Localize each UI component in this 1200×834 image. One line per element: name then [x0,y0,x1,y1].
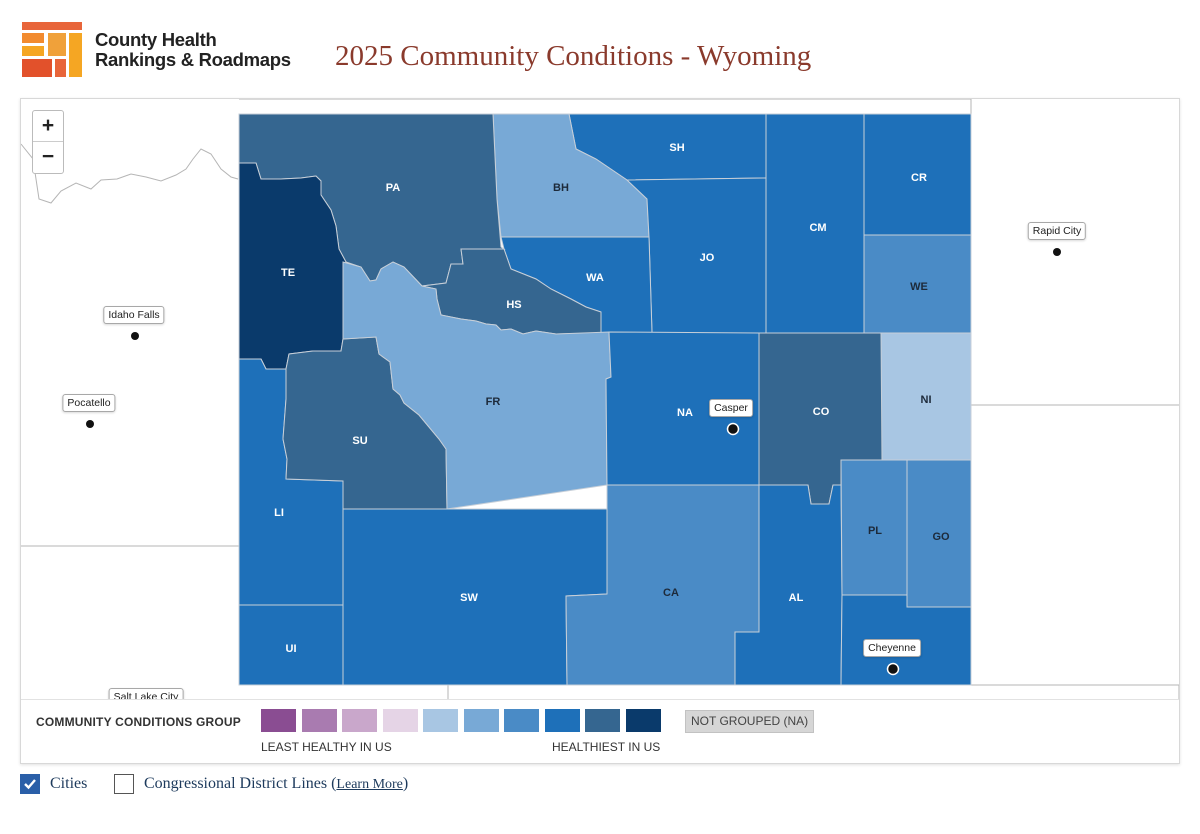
legend-swatch-1[interactable] [261,709,296,732]
county-label-CM: CM [809,222,826,234]
zoom-in-button[interactable]: + [41,114,55,137]
county-labels: SH PA BH CR CM JO TE WA WE HS NI FR NA C… [274,142,950,655]
learn-more-link[interactable]: Learn More [336,777,403,792]
county-label-CO: CO [813,406,830,418]
legend-swatch-2[interactable] [301,709,337,732]
county-label-PL: PL [868,525,882,537]
legend-swatch-4[interactable] [382,709,418,732]
county-label-UI: UI [286,643,297,655]
legend-swatch-9[interactable] [585,709,620,732]
check-icon [24,779,36,790]
county-label-FR: FR [486,396,501,408]
city-marker-pocatello [86,420,94,428]
cities-label[interactable]: Cities [50,775,88,792]
districts-label: Congressional District Lines ( [144,775,337,792]
zoom-out-button[interactable]: − [33,141,63,172]
chrr-logo[interactable] [22,22,82,77]
county-label-WA: WA [586,272,604,284]
page-title: 2025 Community Conditions - Wyoming [335,40,812,72]
city-label-cheyenne: Cheyenne [863,639,921,657]
city-label-idaho-falls: Idaho Falls [103,306,165,324]
legend-title: COMMUNITY CONDITIONS GROUP [36,715,241,729]
county-polygons[interactable] [238,113,972,686]
legend: COMMUNITY CONDITIONS GROUP LEAST HEALTHY… [21,699,1179,763]
county-label-BH: BH [553,182,569,194]
wyoming-county-map[interactable]: SH PA BH CR CM JO TE WA WE HS NI FR NA C… [21,99,1179,699]
county-label-GO: GO [932,531,950,543]
legend-swatch-10[interactable] [625,709,661,732]
city-marker-idaho-falls [131,332,139,340]
county-label-CA: CA [663,587,679,599]
legend-low-label: LEAST HEALTHY IN US [261,740,392,754]
county-label-HS: HS [506,299,521,311]
county-label-NA: NA [677,407,693,419]
city-markers [86,248,1061,676]
county-label-SW: SW [460,592,478,604]
districts-suffix: ) [402,775,409,792]
city-label-rapid-city: Rapid City [1027,222,1087,240]
city-label-pocatello: Pocatello [62,394,116,412]
county-label-CR: CR [911,172,927,184]
county-label-WE: WE [910,281,928,293]
county-label-LI: LI [274,507,284,519]
header: County Health Rankings & Roadmaps 2025 C… [0,0,1200,98]
city-label-casper: Casper [709,399,753,417]
city-marker-casper [726,422,740,436]
legend-swatch-5[interactable] [423,709,458,732]
legend-high-label: HEALTHIEST IN US [552,740,661,754]
city-marker-rapid-city [1053,248,1061,256]
brand-line-1: County Health [95,29,217,50]
county-label-SH: SH [669,142,684,154]
districts-checkbox[interactable] [114,774,134,794]
county-label-JO: JO [700,252,715,264]
county-FR[interactable] [342,261,612,510]
county-label-SU: SU [352,435,367,447]
legend-swatch-8[interactable] [544,709,580,732]
city-marker-cheyenne [886,662,900,676]
legend-swatch-7[interactable] [504,709,539,732]
county-label-PA: PA [386,182,401,194]
county-label-AL: AL [789,592,804,604]
county-label-NI: NI [921,394,932,406]
cities-checkbox[interactable] [20,774,40,794]
legend-swatch-6[interactable] [463,709,499,732]
districts-label-wrap[interactable]: Congressional District Lines (Learn More… [144,775,408,793]
legend-na-badge[interactable]: NOT GROUPED (NA) [685,710,815,733]
legend-swatch-3[interactable] [342,709,377,732]
county-label-TE: TE [281,267,295,279]
map-panel[interactable]: SH PA BH CR CM JO TE WA WE HS NI FR NA C… [20,98,1180,764]
brand-line-2: Rankings & Roadmaps [95,49,291,70]
brand-name[interactable]: County Health Rankings & Roadmaps [95,30,291,70]
zoom-control: + − [32,110,64,174]
